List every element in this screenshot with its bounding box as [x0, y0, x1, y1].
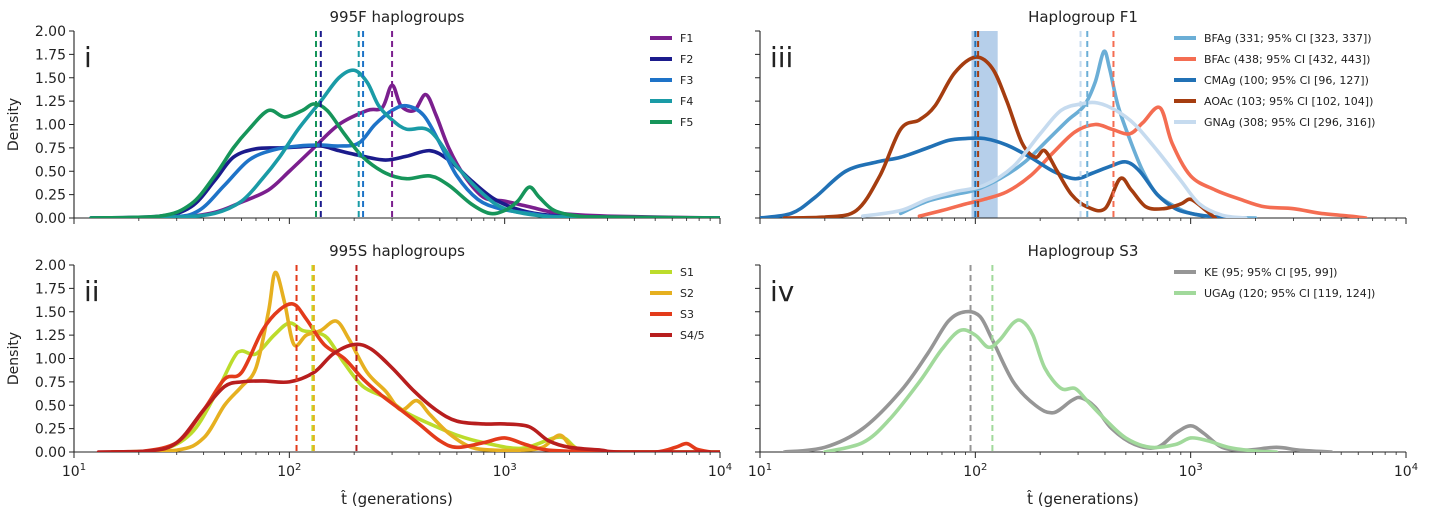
legend-label-f2: F2 — [680, 53, 693, 66]
series-line-f5 — [89, 102, 720, 218]
series-line-aoac — [782, 55, 1217, 218]
y-tick-label: 1.00 — [35, 352, 66, 368]
panel-iv: Haplogroup S3 iv 101 102 103 104 KE (95; 95% C… — [748, 242, 1418, 508]
legend-label-s4-5: S4/5 — [680, 329, 705, 342]
y-tick-label: 0.25 — [35, 188, 66, 204]
legend-label-f5: F5 — [680, 116, 693, 129]
legend-label-s2: S2 — [680, 287, 694, 300]
y-tick-label: 0.75 — [35, 141, 66, 157]
y-tick-label: 2.00 — [35, 258, 66, 274]
panel-title: Haplogroup S3 — [1028, 242, 1139, 260]
x-tick-label: 104 — [1394, 462, 1418, 480]
x-axis-label: t̂ (generations) — [341, 489, 453, 508]
legend-label-f4: F4 — [680, 95, 693, 108]
legend-label-s1: S1 — [680, 266, 694, 279]
legend-label-f3: F3 — [680, 74, 693, 87]
y-tick-label: 0.25 — [35, 422, 66, 438]
panel-title: 995F haplogroups — [330, 8, 465, 26]
y-tick-label: 1.25 — [35, 94, 66, 110]
legend-label-ugag: UGAg (120; 95% CI [119, 124]) — [1204, 287, 1375, 300]
x-axis-label: t̂ (generations) — [1027, 489, 1139, 508]
legend: S1 S2 S3 S4/5 — [650, 266, 705, 342]
legend-label-cmag: CMAg (100; 95% CI [96, 127]) — [1204, 74, 1369, 87]
y-tick-label: 0.75 — [35, 375, 66, 391]
y-tick-label: 0.00 — [35, 445, 66, 461]
legend-label-ke: KE (95; 95% CI [95, 99]) — [1204, 266, 1337, 279]
series-line-cmag — [760, 136, 1231, 218]
series-line-s1 — [110, 321, 720, 452]
series-line-f3 — [89, 103, 720, 218]
y-tick-label: 1.00 — [35, 118, 66, 134]
panel-label: iii — [770, 41, 793, 74]
panel-label: ii — [84, 275, 100, 308]
y-tick-label: 1.25 — [35, 328, 66, 344]
series-line-ke — [782, 309, 1334, 452]
x-tick-label: 102 — [277, 462, 301, 480]
x-tick-label: 103 — [1179, 462, 1203, 480]
panel-ii: 995S haplogroups ii Density 0.00 0.25 0.50 0.7… — [6, 242, 732, 508]
x-tick-label: 101 — [62, 462, 86, 480]
x-tick-label: 103 — [493, 462, 517, 480]
legend: KE (95; 95% CI [95, 99]) UGAg (120; 95% C… — [1174, 266, 1375, 300]
y-tick-label: 1.75 — [35, 281, 66, 297]
legend-label-bfac: BFAc (438; 95% CI [432, 443]) — [1204, 53, 1370, 66]
panel-iii: Haplogroup F1 iii BFAg (331; 95% CI [323, … — [755, 8, 1407, 224]
legend-label-f1: F1 — [680, 32, 693, 45]
legend-label-gnag: GNAg (308; 95% CI [296, 316]) — [1204, 116, 1375, 129]
series-line-bfac — [917, 105, 1368, 218]
y-tick-label: 1.75 — [35, 47, 66, 63]
y-tick-label: 1.50 — [35, 305, 66, 321]
legend-label-bfag: BFAg (331; 95% CI [323, 337]) — [1204, 32, 1372, 45]
series-line-s4-5 — [96, 342, 720, 452]
panel-title: Haplogroup F1 — [1028, 8, 1138, 26]
panel-title: 995S haplogroups — [329, 242, 465, 260]
y-tick-label: 2.00 — [35, 24, 66, 40]
y-axis-label: Density — [6, 332, 22, 385]
series-line-f4 — [89, 68, 720, 218]
y-tick-label: 1.50 — [35, 71, 66, 87]
series-line-s2 — [110, 270, 720, 452]
x-tick-label: 102 — [963, 462, 987, 480]
panel-label: iv — [770, 275, 794, 308]
y-axis-label: Density — [6, 98, 22, 151]
y-tick-label: 0.50 — [35, 398, 66, 414]
y-tick-label: 0.00 — [35, 211, 66, 227]
legend-label-aoac: AOAc (103; 95% CI [102, 104]) — [1204, 95, 1373, 108]
legend-label-s3: S3 — [680, 308, 694, 321]
x-tick-label: 104 — [708, 462, 732, 480]
x-tick-label: 101 — [748, 462, 772, 480]
legend: BFAg (331; 95% CI [323, 337]) BFAc (438; … — [1174, 32, 1375, 129]
panel-i: 995F haplogroups i Density 0.00 0.25 0.50 0.75… — [6, 8, 721, 227]
series-line-s3 — [137, 302, 712, 452]
panel-label: i — [84, 41, 92, 74]
series-line-ugag — [823, 318, 1279, 452]
y-tick-label: 0.50 — [35, 164, 66, 180]
legend: F1 F2 F3 F4 F5 — [650, 32, 693, 129]
